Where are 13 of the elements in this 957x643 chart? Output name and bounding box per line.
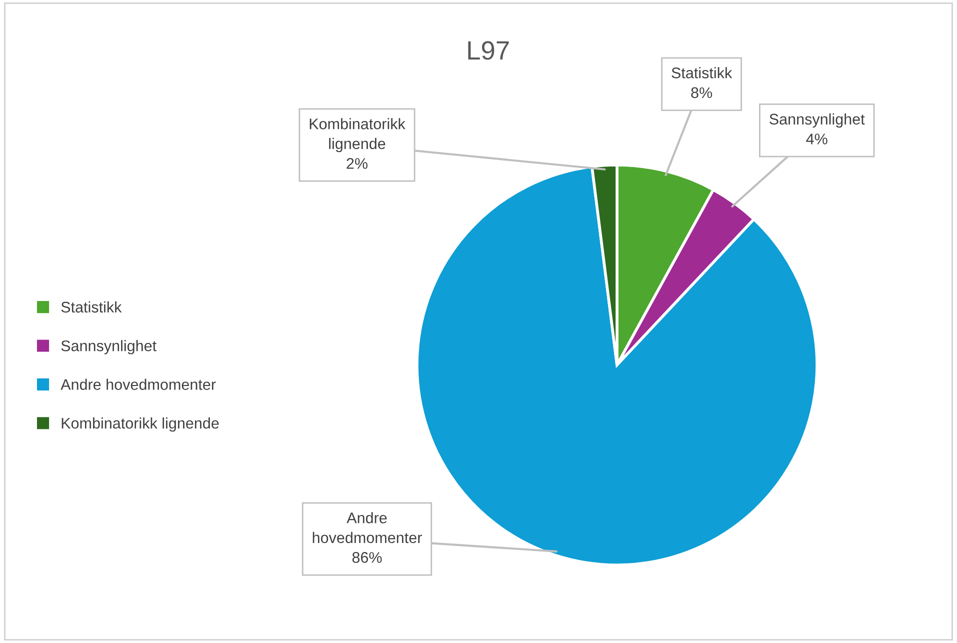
slice-label: Statistikk xyxy=(672,67,732,78)
chart-title: L97 xyxy=(468,41,509,60)
slice-label: Sannsynlighet xyxy=(770,113,865,128)
slice-label: Andre hovedmomenter xyxy=(312,512,422,544)
legend-label: Andre hovedmomenter xyxy=(60,378,216,390)
data-label: 8% xyxy=(691,87,712,98)
data-label: 86% xyxy=(352,552,382,563)
legend-label: Sannsynlighet xyxy=(61,340,156,354)
legend-label: Kombinatorikk lignende xyxy=(62,417,219,432)
data-label: 4% xyxy=(806,134,828,144)
slice-label: Kombinatorikk lignende xyxy=(310,118,406,152)
legend-label: Statistikk xyxy=(61,301,122,313)
data-label: 2% xyxy=(346,158,368,169)
